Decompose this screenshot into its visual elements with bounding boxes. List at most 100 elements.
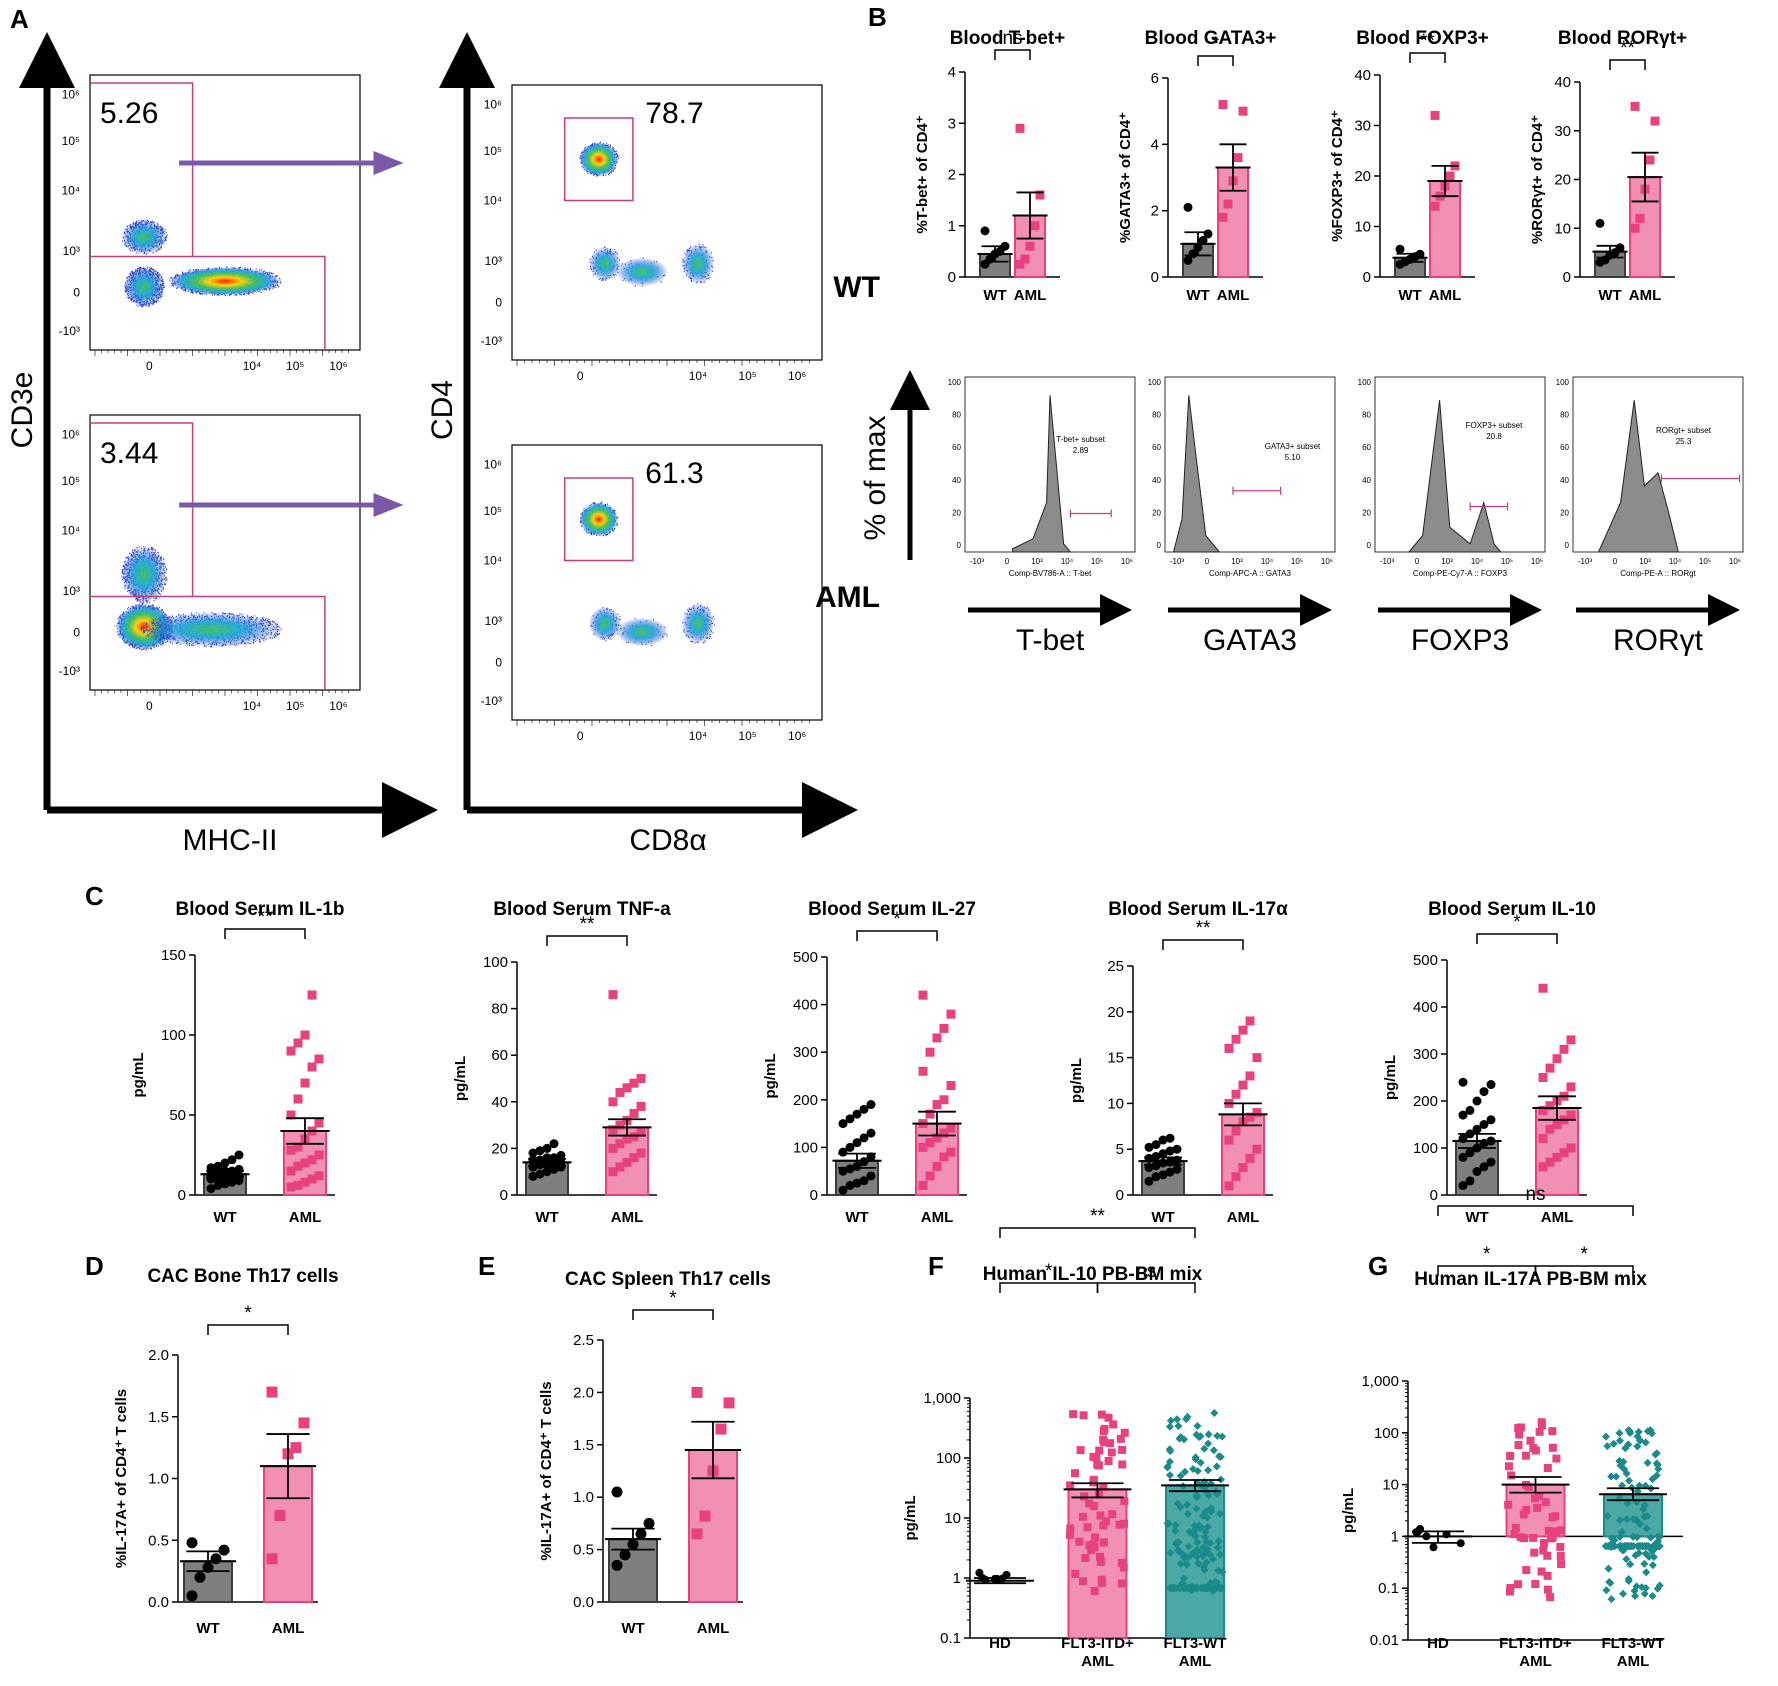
data-point [1557,1560,1566,1569]
data-point [1486,1157,1496,1167]
data-point [1192,1584,1201,1593]
data-point [286,1182,296,1192]
data-point [852,1138,862,1148]
data-point [1640,1559,1649,1568]
hist-x-tick: 10⁶ [1121,557,1133,566]
chart-blood-serum-il-10: Blood Serum IL-10 0 100 200 300 400 500 pg/mL WT… [1382,899,1596,1226]
data-point [1165,1457,1174,1466]
data-point [918,1142,928,1152]
subset-value: 2.89 [1073,446,1089,455]
hist-channel: Comp-PE-A :: RORgt [1620,569,1696,578]
y-tick-label: 1.0 [148,1471,169,1488]
hist-curve [1172,395,1221,553]
hist-x-tick: -10³ [1380,557,1395,566]
data-point [1609,1439,1618,1448]
y-tick-label: 2.5 [573,1332,594,1349]
condition-label-wt: WT [833,271,880,304]
data-point [1197,1584,1206,1593]
data-point [1538,1073,1548,1082]
y-tick-label: 10 [1354,219,1371,236]
data-point [1180,1467,1189,1476]
data-point [266,1553,278,1565]
data-point [300,1030,310,1040]
data-point [286,1145,296,1155]
data-point [1620,1465,1629,1474]
data-point [227,1177,237,1187]
y-tick-label: 200 [793,1092,818,1109]
data-point [1189,1465,1198,1474]
chart-blood-foxp3-: Blood FOXP3+ 0 10 20 30 40 %FOXP3+ of CD4⁺ WT AM… [1329,28,1489,304]
data-point [1504,1462,1513,1471]
data-point [845,1114,855,1124]
data-point [293,1142,303,1152]
data-point [1472,1124,1482,1134]
y-tick-label: 100 [1374,1425,1399,1442]
chart-cac-spleen-th17-cells: CAC Spleen Th17 cells 0.0 0.5 1.0 1.5 2.0 2.5%… [538,1269,771,1637]
data-point [1176,1503,1185,1512]
data-point [1206,1550,1215,1559]
data-point [1196,1458,1205,1467]
data-point [845,1142,855,1152]
data-point [1099,1521,1108,1530]
data-point [1653,1537,1662,1546]
data-point [1081,1553,1090,1562]
data-point [1206,1584,1215,1593]
data-point [1537,1421,1546,1430]
hist-channel: Comp-BV786-A :: T-bet [1009,569,1092,578]
data-point [1619,1589,1628,1598]
data-point [1075,1537,1084,1546]
cd3-gate-value: 3.44 [100,437,158,470]
y-tick: 0 [73,285,80,299]
density-core [580,142,618,176]
data-point [1104,1413,1113,1422]
data-point [1144,1142,1154,1152]
y-tick: -10³ [481,334,502,348]
data-point [1630,101,1640,111]
data-point [1445,171,1455,181]
hist-x-tick: 10⁵ [1091,557,1103,566]
data-point [1606,1579,1615,1588]
data-point [1479,1120,1489,1129]
data-point [1622,1555,1631,1564]
hist-x-tick: 10⁵ [1699,557,1711,566]
chart-title: Blood FOXP3+ [1356,28,1489,49]
data-point [1252,1053,1262,1063]
x-tick: 0 [577,369,584,383]
y-tick-label: 500 [1413,952,1438,969]
data-point [1213,1431,1222,1440]
data-point [636,1148,646,1158]
density-core [589,607,621,641]
cd4-gate [563,117,634,202]
x-tick: 10⁶ [329,359,347,373]
x-tick: 10⁵ [738,729,756,743]
y-tick: 10⁵ [62,474,80,488]
category-label: WT [1398,287,1421,304]
y-tick-label: 25 [1107,958,1124,975]
hist-y-tick: 20 [1152,508,1161,517]
significance-bracket [1534,1265,1634,1276]
data-point [1165,1146,1175,1156]
hist-y-tick: 60 [1362,443,1371,452]
data-point [1514,1424,1523,1433]
data-point [1653,1542,1662,1551]
hist-y-tick: 0 [1367,541,1372,550]
data-point [1213,1543,1222,1552]
data-point [1635,214,1645,223]
data-point [622,1157,632,1167]
data-point [535,1169,545,1179]
cd3e-label: CD3e [6,372,39,449]
histogram-foxp3: 100 80 60 40 20 0 -10³ 0 10³ 10⁴ 10⁵ 10⁶ Comp-PE-Cy7… [1358,376,1546,657]
data-point [220,1179,230,1189]
data-point [1015,123,1025,133]
data-point [1203,1545,1212,1554]
data-point [691,1386,703,1398]
data-point [1204,1430,1213,1439]
data-point [227,1155,237,1165]
data-point [608,1143,618,1153]
y-axis-label: pg/mL [762,1054,779,1099]
data-point [1648,1591,1657,1600]
data-point [1174,1421,1183,1430]
y-tick-label: 20 [1107,1004,1124,1021]
data-point [629,1078,639,1088]
data-point [1529,1533,1538,1542]
